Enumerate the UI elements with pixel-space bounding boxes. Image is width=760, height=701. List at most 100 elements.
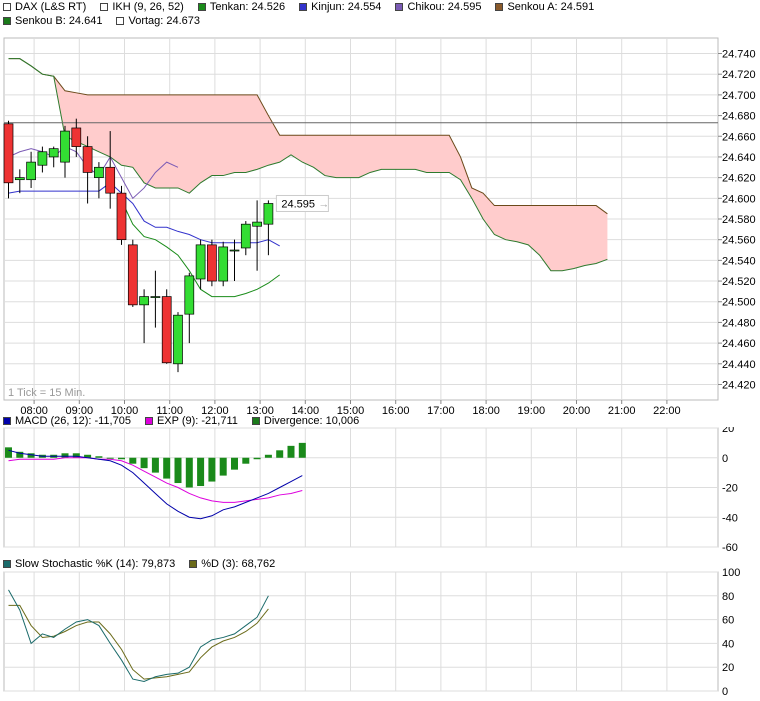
x-tick-label: 11:00 <box>156 405 183 417</box>
x-tick-label: 13:00 <box>246 405 274 417</box>
divergence-bar <box>27 453 35 458</box>
macd-legend-label: EXP (9): -21,711 <box>156 415 238 427</box>
x-tick-label: 18:00 <box>472 405 500 417</box>
divergence-bar <box>231 457 238 470</box>
macd-legend-item: MACD (26, 12): -11,705 <box>3 414 131 428</box>
price-chart: 24.420 24.440 24.460 24.480 24.500 24.520 24.5… <box>3 37 756 417</box>
stoch-legend-swatch <box>189 560 198 568</box>
x-tick-label: 09:00 <box>66 405 94 417</box>
candle-body <box>60 130 70 163</box>
divergence-bar <box>219 457 227 476</box>
divergence-bar <box>264 454 272 458</box>
legend-label: Chikou: 24.595 <box>407 1 482 13</box>
candle-body <box>94 166 104 178</box>
macd-legend-item: EXP (9): -21,711 <box>144 414 238 428</box>
macd-chart: 20 0 -20 -40 -60 <box>3 427 738 554</box>
y-tick-label: 40 <box>722 638 734 650</box>
divergence-bar <box>208 457 216 482</box>
candle-body <box>37 151 48 166</box>
divergence-bar <box>163 457 171 479</box>
candle-body <box>127 244 138 306</box>
y-tick-label: 24.720 <box>722 69 756 81</box>
chikou-line <box>8 146 179 200</box>
ichimoku-cloud <box>8 58 608 271</box>
y-tick-label: 24.560 <box>722 235 756 247</box>
divergence-bar <box>298 442 306 458</box>
candle-body <box>161 296 172 364</box>
macd-legend-label: Divergence: 10,006 <box>263 415 360 427</box>
y-tick-label: 80 <box>722 591 734 603</box>
divergence-bar <box>287 445 295 458</box>
x-tick-label: 12:00 <box>201 405 229 417</box>
macd-line <box>8 449 303 520</box>
candle-body <box>82 146 93 173</box>
y-tick-label: 24.600 <box>722 193 756 205</box>
x-tick-label: 08:00 <box>20 405 48 417</box>
divergence-bar <box>106 457 114 459</box>
y-tick-label: 24.660 <box>722 131 756 143</box>
candle-body <box>240 223 251 249</box>
candle-body <box>207 244 217 282</box>
divergence-bar <box>140 457 148 469</box>
y-tick-label: 24.460 <box>722 338 756 350</box>
x-tick-label: 22:00 <box>653 405 681 417</box>
candle-body <box>139 296 149 306</box>
stoch-legend-label: Slow Stochastic %K (14): 79,873 <box>15 558 176 570</box>
legend-swatch <box>100 3 109 11</box>
y-tick-label: 60 <box>722 615 734 627</box>
y-tick-label: -20 <box>722 483 738 495</box>
legend-label: Vortag: 24.673 <box>128 15 201 27</box>
legend-swatch <box>3 3 11 11</box>
legend-label: IKH (9, 26, 52) <box>112 1 184 13</box>
candle-body <box>195 244 206 280</box>
candle-body <box>116 192 127 241</box>
candle-body <box>26 161 36 181</box>
y-tick-label: 24.580 <box>722 214 756 226</box>
legend-label: DAX (L&S RT) <box>15 1 87 13</box>
stoch-legend-item: Slow Stochastic %K (14): 79,873 <box>3 557 175 571</box>
y-tick-label: 0 <box>722 686 728 697</box>
x-tick-label: 10:00 <box>111 405 139 417</box>
legend-item: Chikou: 24.595 <box>395 0 481 14</box>
candle-body <box>105 166 116 194</box>
x-tick-label: 19:00 <box>518 405 546 417</box>
legend-item: Vortag: 24.673 <box>116 14 200 28</box>
divergence-bar <box>16 451 24 458</box>
divergence-bar <box>253 457 261 460</box>
y-tick-label: 24.700 <box>722 90 756 102</box>
legend-swatch <box>3 17 11 25</box>
candle-body <box>229 249 240 252</box>
legend-swatch <box>495 3 504 11</box>
y-tick-label: 24.520 <box>722 276 756 288</box>
x-tick-label: 20:00 <box>563 405 591 417</box>
divergence-bar <box>174 457 182 484</box>
legend-swatch <box>299 3 308 11</box>
y-tick-label: -40 <box>722 512 738 524</box>
y-tick-label: 24.540 <box>722 255 756 267</box>
stochastic-chart: 100 80 60 40 20 0 <box>3 567 740 697</box>
y-tick-label: 24.500 <box>722 297 756 309</box>
y-tick-label: -60 <box>722 542 738 554</box>
legend-swatch <box>116 17 125 25</box>
divergence-bar <box>276 450 284 458</box>
stoch-legend-swatch <box>3 560 11 568</box>
divergence-bar <box>5 447 12 458</box>
candle-body <box>14 177 25 181</box>
x-tick-label: 14:00 <box>292 405 320 417</box>
divergence-bar <box>61 453 69 458</box>
legend-label: Kinjun: 24.554 <box>311 1 382 13</box>
y-tick-label: 0 <box>722 453 728 465</box>
candle-body <box>252 221 262 227</box>
y-tick-label: 24.680 <box>722 111 756 123</box>
x-tick-label: 17:00 <box>427 405 455 417</box>
stoch-legend-label: %D (3): 68,762 <box>201 558 276 570</box>
candle-body <box>263 203 274 225</box>
stoch-legend-item: %D (3): 68,762 <box>189 557 275 571</box>
last-price-box <box>275 194 329 212</box>
tick-note: 1 Tick = 15 Min. <box>8 387 85 399</box>
plot-area <box>3 571 719 692</box>
x-tick-label: 16:00 <box>382 405 410 417</box>
candle-body <box>184 275 195 315</box>
senkou-a-line <box>8 58 608 215</box>
y-tick-label: 24.480 <box>722 317 756 329</box>
